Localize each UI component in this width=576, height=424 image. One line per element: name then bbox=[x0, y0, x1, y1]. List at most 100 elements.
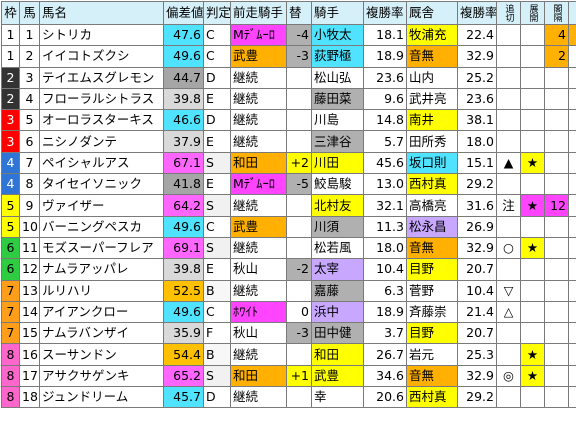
oikiri-mark bbox=[497, 110, 521, 131]
stable-rate: 26.9 bbox=[458, 216, 497, 237]
jockey: 三津谷 bbox=[312, 131, 364, 152]
tenkai-mark bbox=[521, 131, 545, 152]
header-dev: 偏差値 bbox=[164, 2, 204, 25]
deviation: 69.1 bbox=[164, 237, 204, 258]
stable-rate: 15.1 bbox=[458, 152, 497, 173]
deviation: 37.9 bbox=[164, 131, 204, 152]
tenkai-mark bbox=[521, 67, 545, 88]
judge-grade: S bbox=[204, 365, 231, 386]
number-cell: 3 bbox=[20, 67, 40, 88]
header-jockey-rate: 複勝率 bbox=[364, 2, 407, 25]
deviation: 54.4 bbox=[164, 344, 204, 365]
kankaku-value bbox=[545, 110, 569, 131]
header-stable-rate: 複勝率 bbox=[458, 2, 497, 25]
deviation: 44.7 bbox=[164, 67, 204, 88]
stable-rate: 31.6 bbox=[458, 195, 497, 216]
rank-value: 5 bbox=[569, 88, 576, 109]
judge-grade: F bbox=[204, 323, 231, 344]
kankaku-value: 4 bbox=[545, 25, 569, 46]
kankaku-value bbox=[545, 344, 569, 365]
tenkai-mark: ★ bbox=[521, 344, 545, 365]
previous-jockey: Mﾃﾞﾑｰﾛ bbox=[231, 174, 287, 195]
stable-rate: 18.0 bbox=[458, 131, 497, 152]
judge-grade: C bbox=[204, 46, 231, 67]
stable: 山内 bbox=[407, 67, 458, 88]
waku-cell: 1 bbox=[2, 25, 20, 46]
change-value bbox=[287, 216, 312, 237]
jockey-rate: 9.6 bbox=[364, 88, 407, 109]
jockey: 田中健 bbox=[312, 323, 364, 344]
waku-cell: 1 bbox=[2, 46, 20, 67]
change-value bbox=[287, 67, 312, 88]
horse-name: バーニングペスカ bbox=[40, 216, 164, 237]
rank-value: 1 bbox=[569, 259, 576, 280]
jockey-rate: 3.7 bbox=[364, 323, 407, 344]
stable-rate: 21.4 bbox=[458, 301, 497, 322]
previous-jockey: 秋山 bbox=[231, 323, 287, 344]
stable-rate: 32.9 bbox=[458, 237, 497, 258]
horse-name: オーロラスターキス bbox=[40, 110, 164, 131]
kankaku-value bbox=[545, 323, 569, 344]
oikiri-mark bbox=[497, 67, 521, 88]
jockey: 幸 bbox=[312, 387, 364, 408]
deviation: 41.8 bbox=[164, 174, 204, 195]
horse-name: シトリカ bbox=[40, 25, 164, 46]
tenkai-mark bbox=[521, 88, 545, 109]
stable: 坂口則 bbox=[407, 152, 458, 173]
judge-grade: C bbox=[204, 216, 231, 237]
jockey: 川須 bbox=[312, 216, 364, 237]
oikiri-mark bbox=[497, 387, 521, 408]
stable: 西村真 bbox=[407, 174, 458, 195]
stable: 音無 bbox=[407, 237, 458, 258]
horse-name: ニシノダンテ bbox=[40, 131, 164, 152]
kankaku-value bbox=[545, 387, 569, 408]
jockey-rate: 14.8 bbox=[364, 110, 407, 131]
previous-jockey: 和田 bbox=[231, 365, 287, 386]
tenkai-mark bbox=[521, 301, 545, 322]
tenkai-mark: ★ bbox=[521, 152, 545, 173]
previous-jockey: 継続 bbox=[231, 237, 287, 258]
stable-rate: 32.9 bbox=[458, 46, 497, 67]
kankaku-value bbox=[545, 216, 569, 237]
jockey-rate: 5.7 bbox=[364, 131, 407, 152]
header-tenkai: 展開 bbox=[521, 2, 545, 25]
stable: 音無 bbox=[407, 46, 458, 67]
tenkai-mark: ★ bbox=[521, 195, 545, 216]
jockey-rate: 23.6 bbox=[364, 67, 407, 88]
change-value: -3 bbox=[287, 323, 312, 344]
kankaku-value bbox=[545, 365, 569, 386]
deviation: 39.8 bbox=[164, 88, 204, 109]
horse-name: ナムラアッパレ bbox=[40, 259, 164, 280]
waku-cell: 7 bbox=[2, 301, 20, 322]
number-cell: 12 bbox=[20, 259, 40, 280]
rank-value: 6 bbox=[569, 25, 576, 46]
tenkai-mark bbox=[521, 259, 545, 280]
stable-rate: 38.1 bbox=[458, 110, 497, 131]
oikiri-mark bbox=[497, 174, 521, 195]
jockey-rate: 26.7 bbox=[364, 344, 407, 365]
jockey: 小牧太 bbox=[312, 25, 364, 46]
header-jockey: 騎手 bbox=[312, 2, 364, 25]
stable-rate: 25.3 bbox=[458, 344, 497, 365]
header-name: 馬名 bbox=[40, 2, 164, 25]
header-waku: 枠 bbox=[2, 2, 20, 25]
previous-jockey: Mﾃﾞﾑｰﾛ bbox=[231, 25, 287, 46]
jockey-rate: 10.4 bbox=[364, 259, 407, 280]
stable-rate: 29.2 bbox=[458, 387, 497, 408]
stable-rate: 22.4 bbox=[458, 25, 497, 46]
deviation: 35.9 bbox=[164, 323, 204, 344]
horse-name: ペイシャルアス bbox=[40, 152, 164, 173]
horse-name: スーサンドン bbox=[40, 344, 164, 365]
tenkai-mark bbox=[521, 174, 545, 195]
deviation: 47.6 bbox=[164, 25, 204, 46]
stable: 菅野 bbox=[407, 280, 458, 301]
jockey: 武豊 bbox=[312, 365, 364, 386]
jockey-rate: 6.3 bbox=[364, 280, 407, 301]
judge-grade: D bbox=[204, 110, 231, 131]
